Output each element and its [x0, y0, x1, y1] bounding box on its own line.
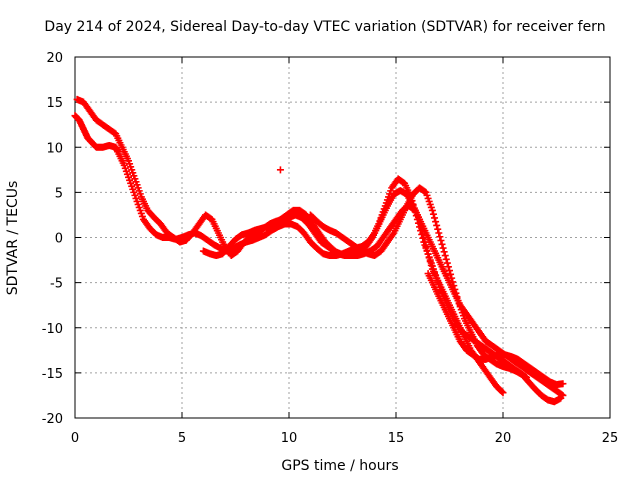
y-tick-label: 15 [46, 96, 63, 111]
data-point-track-d [436, 233, 444, 241]
x-tick-label: 10 [281, 431, 298, 446]
data-points [71, 95, 567, 406]
data-point-track-d [435, 229, 443, 237]
y-tick-label: -20 [42, 412, 63, 427]
data-point-track-d [429, 210, 437, 218]
data-point-track-d [433, 221, 441, 229]
data-point-track-c [559, 380, 567, 388]
data-point-track-d [452, 289, 460, 297]
data-point-track-d [434, 225, 442, 233]
data-point-track-d [442, 255, 450, 263]
y-tick-label: 20 [46, 51, 63, 66]
data-point-track-b [367, 235, 375, 243]
y-tick-label: -5 [50, 277, 63, 292]
data-point-track-d [453, 293, 461, 301]
data-point-track-d [447, 270, 455, 278]
y-tick-label: -10 [42, 322, 63, 337]
data-point-track-a [499, 389, 507, 397]
y-tick-label: 0 [55, 232, 63, 247]
data-point-track-d [446, 267, 453, 275]
x-tick-label: 15 [388, 431, 405, 446]
data-point-track-d [428, 206, 436, 214]
x-tick-label: 25 [602, 431, 619, 446]
data-point-outlier [276, 166, 284, 174]
chart-title: Day 214 of 2024, Sidereal Day-to-day VTE… [44, 19, 605, 35]
data-point-track-d [448, 274, 456, 282]
x-tick-label: 0 [71, 431, 79, 446]
y-tick-label: 5 [55, 186, 63, 201]
x-tick-label: 5 [178, 431, 186, 446]
data-point-track-d [438, 240, 446, 248]
data-point-track-d [389, 230, 397, 238]
data-point-track-d [444, 263, 452, 271]
data-point-track-a [498, 388, 506, 396]
data-point-track-d [451, 285, 459, 293]
data-point-track-d [443, 259, 451, 267]
data-point-track-d [437, 237, 445, 245]
y-axis-title: SDTVAR / TECUs [5, 181, 21, 296]
y-tick-label: 10 [46, 141, 63, 156]
data-point-track-d [432, 218, 440, 226]
axes: 0 5 10 15 20 25 -20 -15 -10 -5 0 5 10 15 20 [42, 51, 619, 446]
y-tick-label: -15 [42, 367, 63, 382]
data-point-track-d [449, 278, 457, 286]
data-point-track-d [439, 244, 447, 252]
data-point-track-d [440, 248, 448, 256]
plot-frame [74, 56, 611, 419]
x-axis-title: GPS time / hours [281, 458, 398, 474]
data-point-track-e [559, 391, 567, 399]
data-point-track-d [441, 252, 449, 260]
data-point-track-d [431, 214, 439, 222]
data-point-track-d [450, 282, 458, 290]
x-tick-label: 20 [495, 431, 512, 446]
